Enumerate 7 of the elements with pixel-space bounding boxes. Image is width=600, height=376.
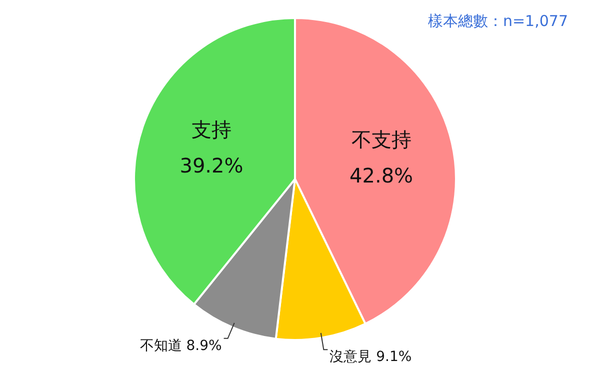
slice-label: 不知道 8.9% bbox=[140, 338, 222, 354]
slice-label: 沒意見 9.1% bbox=[330, 349, 412, 366]
slice-label: 支持 bbox=[192, 118, 232, 142]
text: 樣本總數：n=1,077 bbox=[428, 12, 568, 31]
data-label: 39.2% bbox=[180, 154, 244, 178]
data-label: 42.8% bbox=[350, 163, 414, 188]
slice-label: 不支持 bbox=[351, 127, 412, 152]
